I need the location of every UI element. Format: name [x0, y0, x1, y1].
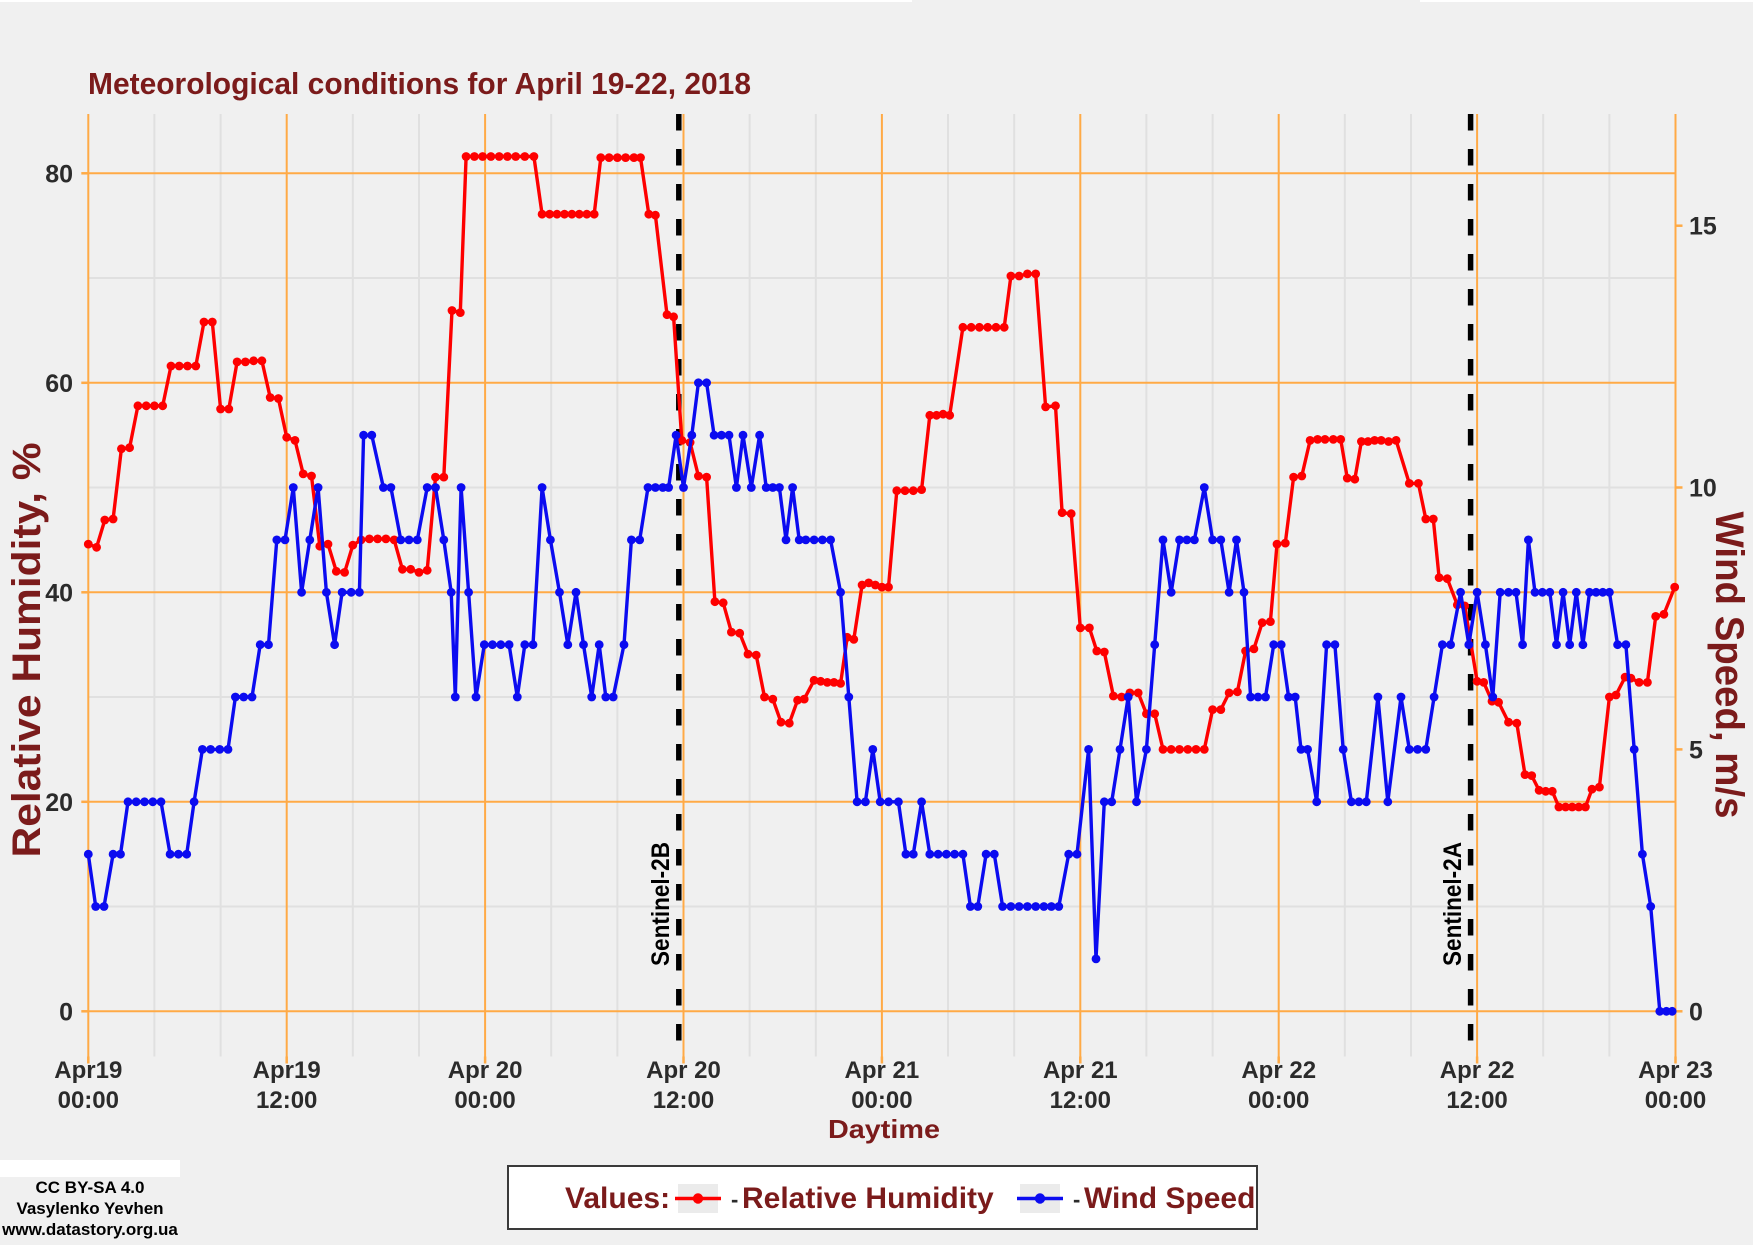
svg-text:Values:: Values:	[565, 1182, 670, 1215]
svg-text:Apr 23: Apr 23	[1638, 1057, 1713, 1084]
svg-text:Wind Speed: Wind Speed	[1084, 1182, 1255, 1215]
svg-text:Apr 20: Apr 20	[646, 1057, 721, 1084]
svg-text:Apr19: Apr19	[253, 1057, 321, 1084]
svg-text:Apr 20: Apr 20	[448, 1057, 523, 1084]
svg-text:40: 40	[45, 579, 73, 607]
svg-text:Apr19: Apr19	[54, 1057, 122, 1084]
svg-text:Apr 22: Apr 22	[1440, 1057, 1515, 1084]
svg-text:00:00: 00:00	[1645, 1087, 1706, 1114]
svg-text:12:00: 12:00	[1446, 1087, 1507, 1114]
svg-text:00:00: 00:00	[851, 1087, 912, 1114]
svg-text:00:00: 00:00	[1248, 1087, 1309, 1114]
svg-text:15: 15	[1689, 213, 1717, 241]
svg-text:Relative Humidity, %: Relative Humidity, %	[5, 443, 49, 858]
svg-text:5: 5	[1689, 736, 1703, 764]
svg-text:12:00: 12:00	[256, 1087, 317, 1114]
svg-text:www.datastory.org.ua: www.datastory.org.ua	[1, 1220, 178, 1239]
svg-text:20: 20	[45, 789, 73, 817]
svg-text:10: 10	[1689, 475, 1717, 503]
svg-text:12:00: 12:00	[653, 1087, 714, 1114]
svg-text:Apr 21: Apr 21	[1043, 1057, 1118, 1084]
svg-text:CC BY-SA 4.0: CC BY-SA 4.0	[36, 1178, 145, 1197]
svg-text:12:00: 12:00	[1050, 1087, 1111, 1114]
svg-text:Vasylenko Yevhen: Vasylenko Yevhen	[16, 1199, 163, 1218]
svg-text:Sentinel-2B: Sentinel-2B	[647, 842, 675, 966]
svg-text:-: -	[1073, 1187, 1080, 1212]
svg-text:Relative Humidity: Relative Humidity	[742, 1182, 994, 1215]
svg-text:0: 0	[1689, 998, 1703, 1026]
svg-text:00:00: 00:00	[454, 1087, 515, 1114]
svg-text:Daytime: Daytime	[828, 1114, 940, 1144]
svg-text:00:00: 00:00	[58, 1087, 119, 1114]
svg-text:0: 0	[59, 998, 73, 1026]
svg-text:Sentinel-2A: Sentinel-2A	[1439, 842, 1467, 966]
svg-text:Apr 22: Apr 22	[1241, 1057, 1316, 1084]
svg-text:60: 60	[45, 370, 73, 398]
svg-text:Meteorological conditions for: Meteorological conditions for April 19-2…	[88, 66, 751, 101]
svg-text:80: 80	[45, 160, 73, 188]
svg-text:Wind Speed, m/s: Wind Speed, m/s	[1707, 512, 1751, 819]
svg-text:Apr 21: Apr 21	[845, 1057, 920, 1084]
svg-text:-: -	[731, 1187, 738, 1212]
